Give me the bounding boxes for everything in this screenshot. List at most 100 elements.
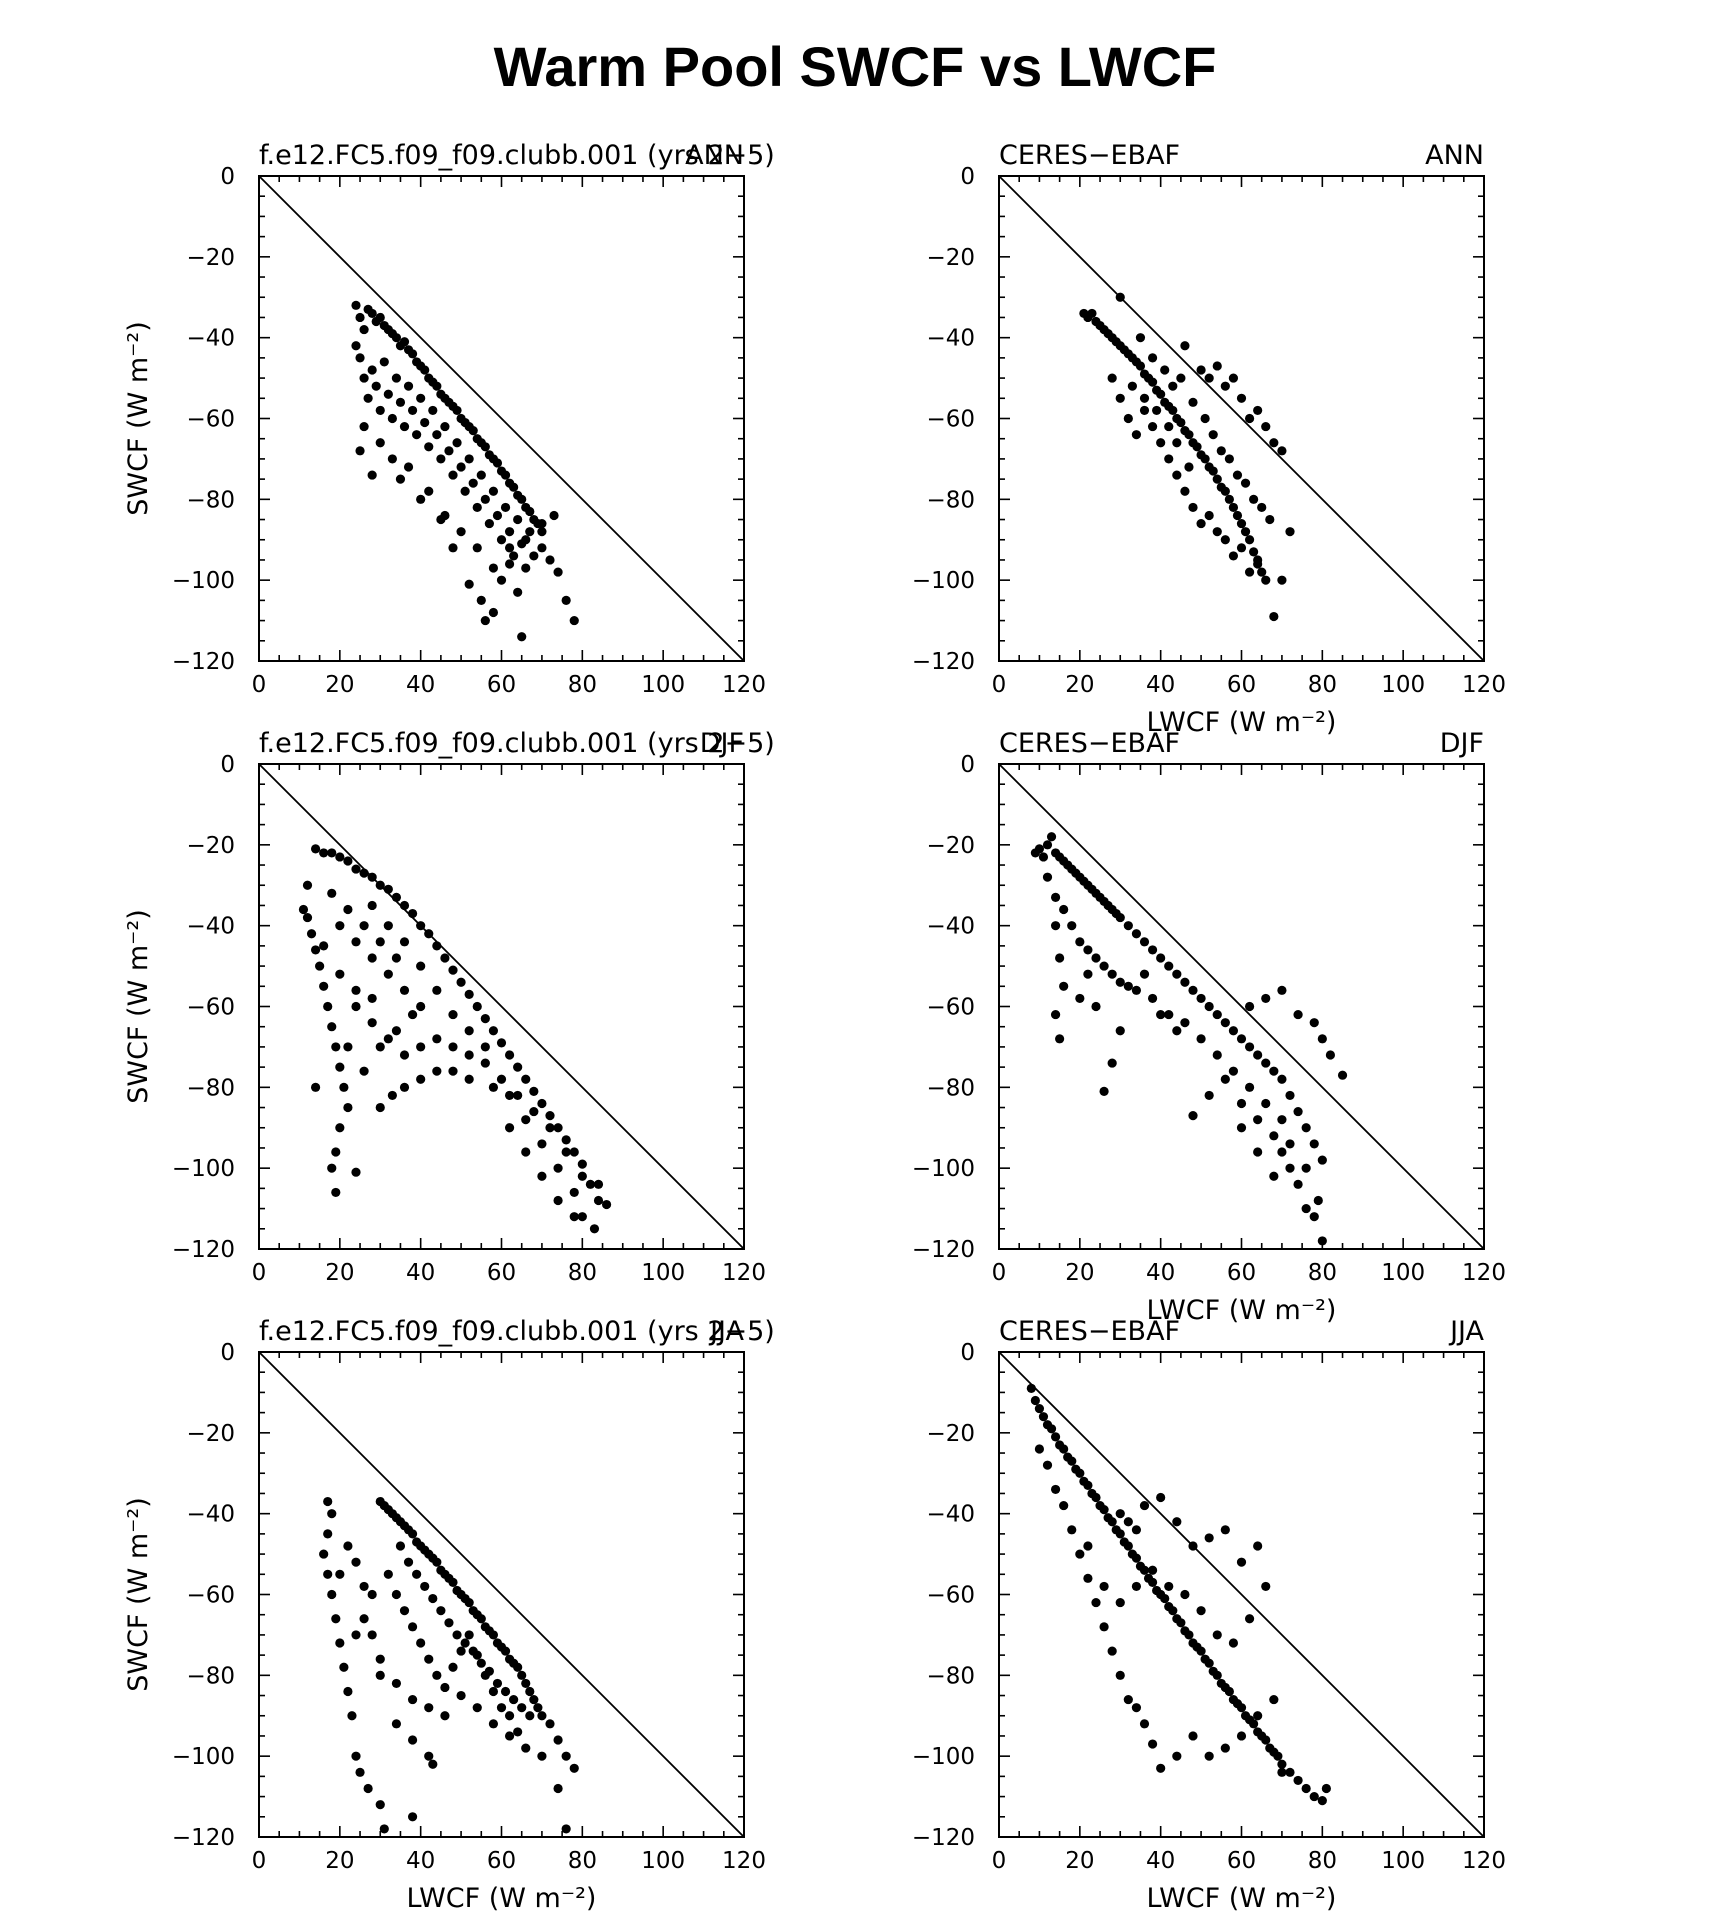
data-point <box>335 1638 345 1648</box>
data-point <box>310 844 321 854</box>
data-point <box>343 856 353 866</box>
data-point <box>359 1614 369 1624</box>
data-point <box>412 430 422 440</box>
x-tick-label: 80 <box>568 1260 597 1286</box>
data-point <box>375 1042 385 1052</box>
data-point <box>432 381 442 391</box>
data-point <box>1261 1058 1271 1068</box>
data-point <box>513 514 523 525</box>
data-point <box>1172 470 1182 480</box>
data-point <box>1204 1658 1214 1668</box>
data-point <box>1131 929 1142 939</box>
data-point <box>367 470 377 480</box>
data-point <box>504 1123 515 1133</box>
data-point <box>1147 1577 1158 1587</box>
data-point <box>448 1662 458 1672</box>
x-tick-label: 60 <box>487 672 516 698</box>
data-point <box>464 579 474 589</box>
data-point <box>1180 1018 1190 1028</box>
data-point <box>1026 1383 1036 1393</box>
data-point <box>1244 567 1255 577</box>
data-point <box>1236 1557 1247 1567</box>
x-tick-label: 0 <box>992 672 1007 698</box>
data-point <box>391 1719 402 1729</box>
data-point <box>395 397 406 407</box>
y-tick-label: −120 <box>172 1825 235 1851</box>
data-point <box>456 1646 466 1656</box>
data-point <box>1083 969 1093 979</box>
y-tick-label: −100 <box>912 1744 975 1770</box>
data-point <box>464 1050 474 1060</box>
data-point <box>1204 1090 1214 1101</box>
y-tick-label: −20 <box>186 245 235 271</box>
y-tick-label: −100 <box>912 568 975 594</box>
data-point <box>1050 1009 1061 1020</box>
data-point <box>1172 438 1182 448</box>
data-point <box>569 1187 579 1198</box>
data-point <box>1224 494 1234 504</box>
data-point <box>448 1577 458 1587</box>
data-point <box>496 575 507 585</box>
data-point <box>1139 405 1150 416</box>
data-point <box>327 1509 337 1519</box>
data-point <box>456 977 466 987</box>
data-point <box>480 1042 490 1052</box>
y-tick-label: −100 <box>172 1744 235 1770</box>
x-tick-label: 0 <box>992 1260 1007 1286</box>
data-point <box>355 1767 365 1777</box>
data-point <box>1196 1606 1206 1616</box>
data-point <box>456 527 466 537</box>
x-tick-label: 100 <box>1381 672 1425 698</box>
data-point <box>521 1147 531 1157</box>
data-point <box>1139 1719 1150 1729</box>
data-point <box>492 510 503 521</box>
x-tick-label: 40 <box>406 1260 435 1286</box>
data-point <box>1244 1042 1255 1052</box>
data-point <box>561 1824 571 1834</box>
reference-line <box>258 763 745 1250</box>
data-point <box>1313 1195 1323 1206</box>
figure-title: Warm Pool SWCF vs LWCF <box>494 35 1217 98</box>
data-point <box>1075 937 1085 947</box>
y-tick-label: 0 <box>960 752 975 778</box>
y-tick-label: −120 <box>172 1237 235 1263</box>
data-point <box>1200 454 1210 464</box>
panel-title-right: JJA <box>1448 1316 1484 1347</box>
data-point <box>1277 446 1287 456</box>
data-point <box>302 880 313 890</box>
data-point <box>351 1751 361 1761</box>
data-point <box>1156 953 1166 963</box>
data-point <box>1204 510 1214 521</box>
data-point <box>488 1719 499 1729</box>
data-point <box>1050 1484 1061 1495</box>
y-tick-label: −60 <box>926 1583 975 1609</box>
reference-line <box>998 1351 1485 1838</box>
data-point <box>464 454 474 464</box>
reference-line <box>258 175 745 662</box>
data-point <box>1236 1731 1247 1741</box>
data-point <box>351 985 361 995</box>
data-point <box>444 446 454 456</box>
data-point <box>351 1557 361 1567</box>
data-point <box>1115 292 1125 302</box>
data-point <box>383 1569 393 1579</box>
data-point <box>424 442 434 452</box>
data-point <box>1224 454 1234 464</box>
data-point <box>407 1529 418 1539</box>
x-tick-label: 20 <box>1065 1848 1094 1874</box>
data-point <box>521 535 531 545</box>
data-point <box>537 527 547 537</box>
data-point <box>391 892 402 902</box>
data-point <box>1164 961 1174 971</box>
data-point <box>1131 430 1142 440</box>
data-point <box>1261 1098 1271 1109</box>
data-point <box>1176 373 1186 383</box>
data-point <box>416 1001 426 1012</box>
data-point <box>1123 921 1133 931</box>
x-tick-label: 60 <box>1227 1848 1256 1874</box>
x-tick-label: 40 <box>1146 672 1175 698</box>
data-point <box>375 1102 385 1113</box>
data-point <box>468 478 478 488</box>
panel-title-right: JJA <box>708 1316 744 1347</box>
data-point <box>351 1001 361 1012</box>
